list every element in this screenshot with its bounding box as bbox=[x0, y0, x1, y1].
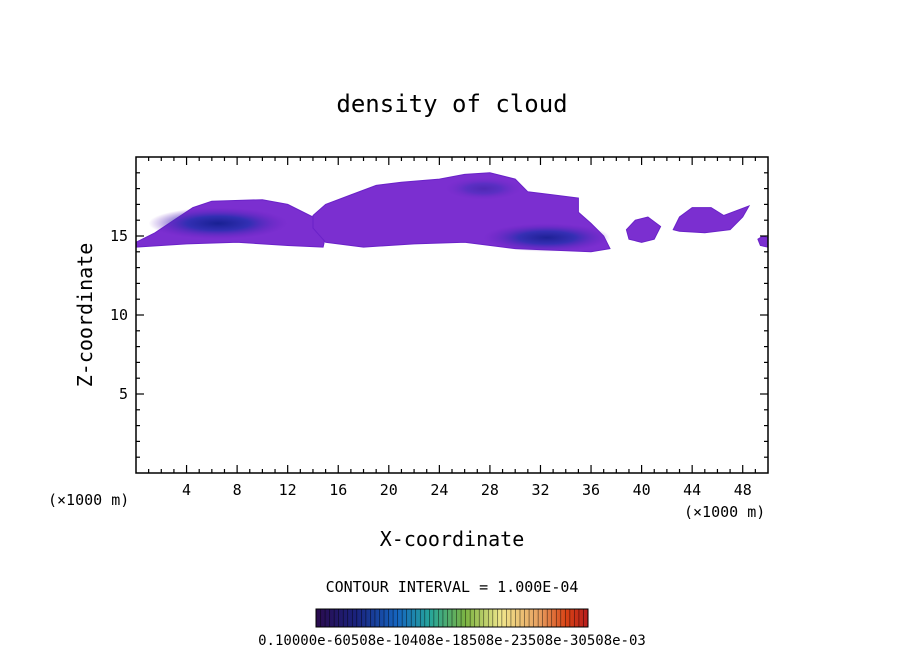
cloud-patch-40 bbox=[625, 216, 662, 243]
cloud-patch-44 bbox=[672, 205, 751, 234]
cloud-field bbox=[136, 172, 768, 253]
cloud-core-upper bbox=[445, 177, 522, 200]
y-tick-label: 10 bbox=[110, 306, 128, 324]
x-unit-right: (×1000 m) bbox=[684, 503, 765, 521]
x-tick-label: 48 bbox=[734, 481, 752, 499]
x-tick-label: 24 bbox=[430, 481, 448, 499]
y-tick-label: 5 bbox=[119, 385, 128, 403]
x-tick-label: 40 bbox=[633, 481, 651, 499]
x-tick-label: 36 bbox=[582, 481, 600, 499]
cloud-core-left bbox=[148, 207, 288, 240]
x-tick-label: 4 bbox=[182, 481, 191, 499]
x-tick-label: 8 bbox=[233, 481, 242, 499]
cloud-core-right bbox=[483, 223, 610, 252]
colorbar-divisions bbox=[320, 609, 584, 627]
y-tick-label: 15 bbox=[110, 227, 128, 245]
chart-title: density of cloud bbox=[336, 90, 567, 118]
x-tick-label: 32 bbox=[531, 481, 549, 499]
contour-interval-label: CONTOUR INTERVAL = 1.000E-04 bbox=[326, 578, 579, 596]
y-axis-label: Z-coordinate bbox=[73, 243, 97, 388]
x-tick-label: 12 bbox=[279, 481, 297, 499]
cloud-patch-edge bbox=[757, 235, 768, 248]
x-tick-label: 16 bbox=[329, 481, 347, 499]
x-tick-label: 20 bbox=[380, 481, 398, 499]
x-unit-left: (×1000 m) bbox=[48, 491, 129, 509]
x-tick-label: 44 bbox=[683, 481, 701, 499]
x-axis-label: X-coordinate bbox=[380, 527, 525, 551]
colorbar-labels: 0.10000e-60508e-10408e-18508e-23508e-305… bbox=[258, 633, 646, 649]
x-tick-label: 28 bbox=[481, 481, 499, 499]
